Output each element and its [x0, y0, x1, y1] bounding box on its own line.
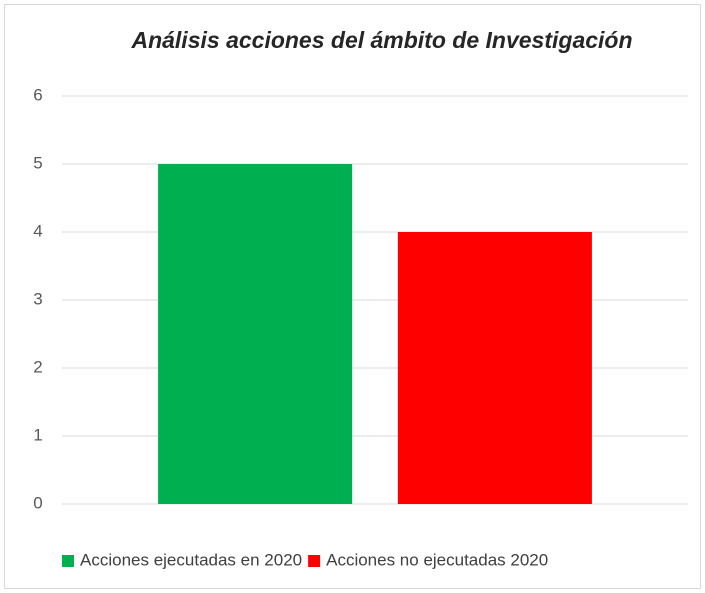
legend-swatch: [62, 555, 74, 567]
chart-border: [4, 4, 701, 589]
legend-label: Acciones ejecutadas en 2020: [80, 550, 302, 569]
y-tick-label: 3: [33, 289, 42, 308]
bar: [158, 164, 353, 504]
y-tick-label: 2: [33, 357, 42, 376]
y-tick-label: 4: [33, 221, 42, 240]
bar: [397, 232, 592, 504]
legend-label: Acciones no ejecutadas 2020: [326, 550, 548, 569]
legend-swatch: [308, 555, 321, 567]
chart-title: Análisis acciones del ámbito de Investig…: [130, 27, 632, 53]
y-tick-label: 6: [33, 85, 42, 104]
y-tick-label: 1: [33, 425, 42, 444]
y-tick-label: 5: [33, 153, 42, 172]
y-tick-label: 0: [33, 493, 42, 512]
